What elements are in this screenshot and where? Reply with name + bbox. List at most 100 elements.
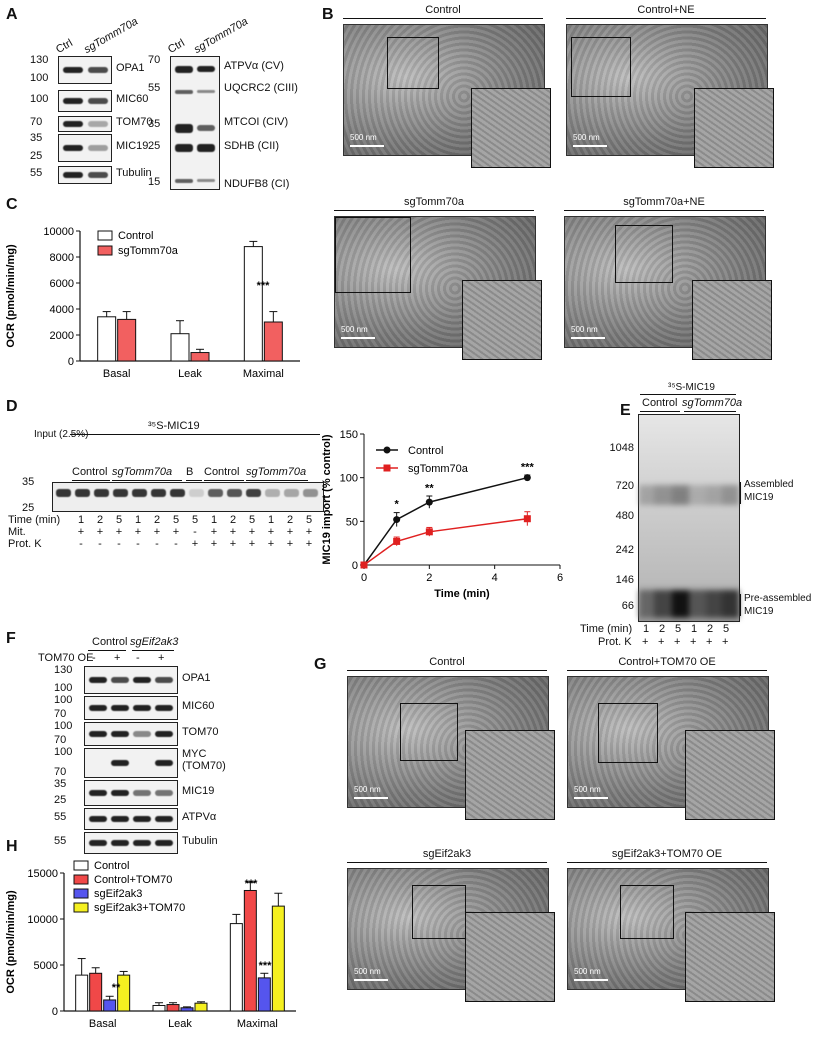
cond-value: + — [229, 538, 237, 550]
f-blot-atpv — [84, 808, 178, 830]
panel-label-e: E — [620, 402, 631, 419]
band — [155, 816, 173, 822]
cond-value: 1 — [210, 514, 218, 526]
cond-value: + — [305, 526, 313, 538]
band — [133, 677, 151, 683]
legend-label: Control+TOM70 — [94, 874, 172, 886]
blot-d-group-2: B — [186, 466, 194, 478]
legend-swatch — [97, 245, 113, 256]
cond-value: - — [174, 538, 178, 550]
bar-control-basal — [75, 974, 89, 1012]
blot-tubulin — [58, 166, 112, 184]
panel-label-g: G — [314, 656, 327, 673]
legend-label: sgEif2ak3+TOM70 — [94, 902, 185, 914]
ocr-chart-c: 0 2000 4000 6000 8000 10000 OCR (pmol/min/mg) B… — [5, 226, 300, 380]
cond-value: + — [248, 538, 256, 550]
data-point — [425, 528, 433, 536]
f-oe-value: - — [92, 652, 96, 664]
band — [88, 67, 108, 73]
band — [63, 172, 83, 178]
gel-e-mw: 1048 — [609, 442, 634, 454]
f-blot-label-mic19: MIC19 — [182, 785, 215, 797]
b-title-rule — [334, 210, 534, 211]
scale-bar: 500 nm — [354, 967, 381, 976]
blot-label-mic60: MIC60 — [116, 93, 149, 105]
import-band — [284, 489, 299, 497]
import-band — [75, 489, 90, 497]
mw-marker: 70 — [54, 766, 67, 778]
band — [89, 731, 107, 737]
g-title-rule — [347, 670, 547, 671]
cond-value: + — [77, 526, 85, 538]
band — [111, 840, 129, 846]
cond-value: 5 — [191, 514, 199, 526]
mw-marker: 100 — [54, 682, 73, 694]
zoom-box — [620, 885, 674, 939]
mw-marker: 55 — [54, 835, 67, 847]
mw-marker: 25 — [54, 794, 67, 806]
b-title-rule — [566, 18, 766, 19]
g-title-1: Control+TOM70 OE — [618, 656, 716, 668]
mw-marker: 25 — [30, 150, 43, 162]
scale-bar-line — [350, 145, 384, 147]
f-oe-label: TOM70 OE — [38, 652, 94, 664]
bar-sgeif2ak3-tom70-leak — [194, 1002, 208, 1012]
band — [155, 731, 173, 737]
mw-marker: 130 — [54, 664, 73, 676]
oxphos-label-3: SDHB (CII) — [224, 140, 279, 152]
cond-value: 5 — [305, 514, 313, 526]
band — [111, 705, 129, 711]
mw-marker: 35 — [148, 118, 161, 130]
legend-label: Control — [118, 230, 153, 242]
g-title-2: sgEif2ak3 — [422, 848, 472, 860]
x-tick-label: Leak — [168, 1018, 192, 1030]
band — [63, 67, 83, 73]
blot-d-group-rule — [246, 480, 308, 481]
cond-value: - — [136, 538, 140, 550]
x-tick-label: Leak — [178, 368, 202, 380]
scale-bar-line — [571, 337, 605, 339]
cond-value: - — [98, 538, 102, 550]
blot-mic60 — [58, 90, 112, 112]
cond-value: - — [155, 538, 159, 550]
scale-bar: 500 nm — [350, 133, 377, 142]
gel-e-title-rule — [640, 394, 736, 395]
data-point — [425, 498, 433, 506]
import-band — [246, 489, 261, 497]
cond-value: - — [193, 526, 197, 538]
blot-d-group-rule — [112, 480, 182, 481]
significance-mark: *** — [521, 462, 535, 474]
band — [89, 677, 107, 683]
gel-e-prot: + — [674, 636, 681, 648]
bar-control-maximal — [229, 923, 243, 1012]
legend-label: sgTomm70a — [118, 245, 179, 257]
band — [155, 705, 173, 711]
g-inset-3 — [685, 912, 775, 1002]
column-label-sg-right: sgTomm70a — [192, 15, 251, 56]
g-title-3: sgEif2ak3+TOM70 OE — [611, 848, 723, 860]
bar-control-tom70-maximal — [243, 889, 257, 1012]
mw-marker: 70 — [30, 116, 43, 128]
blot-label-mic19: MIC19 — [116, 140, 149, 152]
ocr-chart-h: 0 5000 10000 15000 OCR (pmol/min/mg) Basal Lea… — [5, 860, 296, 1030]
import-band — [132, 489, 147, 497]
legend-label: sgTomm70a — [408, 463, 469, 475]
y-tick-label: 150 — [340, 429, 358, 441]
band — [88, 145, 108, 151]
band — [111, 816, 129, 822]
g-inset-1 — [685, 730, 775, 820]
blot-d-mw-35: 35 — [22, 476, 35, 488]
gel-e-rule-control — [640, 411, 680, 412]
gel-e-prot: + — [642, 636, 649, 648]
assembled-bracket — [740, 482, 741, 504]
mw-marker: 70 — [54, 734, 67, 746]
blot-d-title-rule — [70, 434, 320, 435]
zoom-box — [571, 37, 631, 97]
mw-marker: 55 — [54, 811, 67, 823]
g-title-0: Control — [429, 656, 465, 668]
blot-d-group-0: Control — [72, 466, 108, 478]
gel-e-time: 5 — [675, 623, 682, 635]
b-micrograph-0: 500 nm — [343, 24, 545, 156]
legend-swatch — [73, 888, 89, 899]
gel-e-time-label: Time (min) — [580, 623, 633, 635]
